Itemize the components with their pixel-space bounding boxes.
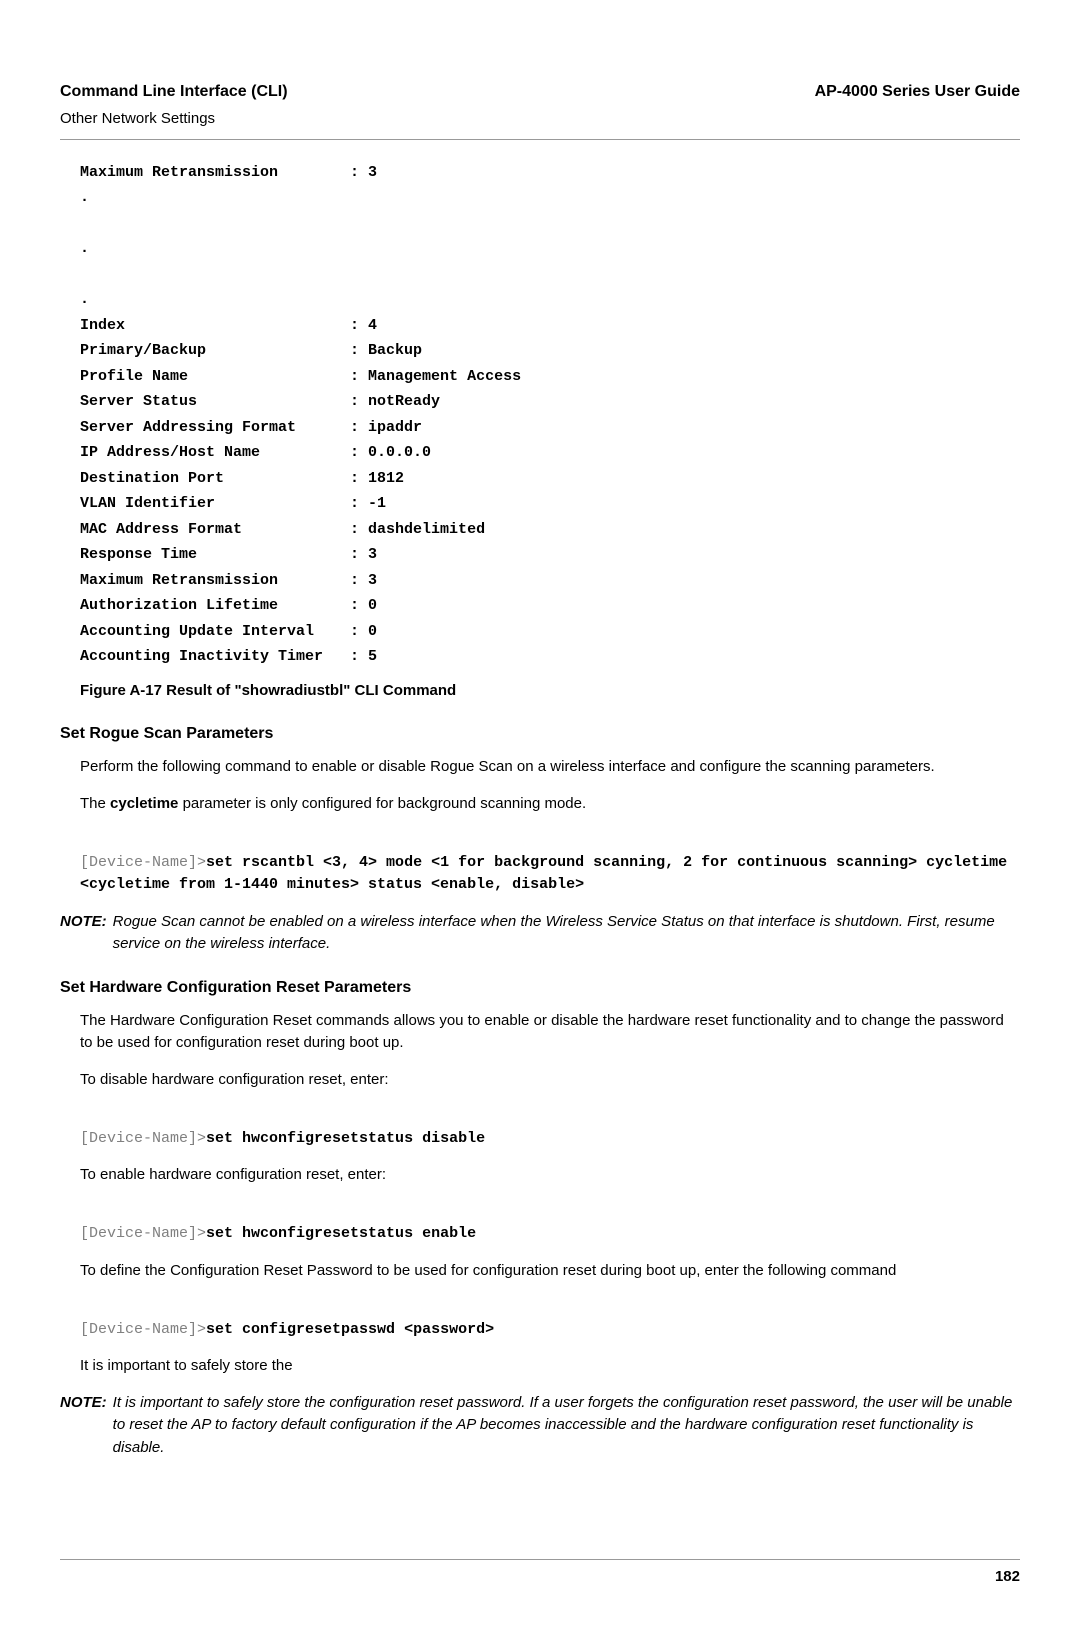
hw-p4: To define the Configuration Reset Passwo… bbox=[80, 1260, 1020, 1283]
hw-cmd3: [Device-Name]>set configresetpasswd <pas… bbox=[80, 1296, 1020, 1341]
rogue-cmd-bold: set rscantbl <3, 4> mode <1 for backgrou… bbox=[80, 854, 1016, 894]
hw-note-text: It is important to safely store the conf… bbox=[113, 1392, 1020, 1460]
rogue-p2-post: parameter is only configured for backgro… bbox=[178, 795, 586, 812]
figure-caption: Figure A-17 Result of "showradiustbl" CL… bbox=[80, 680, 1020, 703]
hw-p3: To enable hardware configuration reset, … bbox=[80, 1164, 1020, 1187]
page-number: 182 bbox=[60, 1559, 1020, 1589]
header-left-subtitle: Other Network Settings bbox=[60, 108, 1020, 131]
rogue-cmd: [Device-Name]>set rscantbl <3, 4> mode <… bbox=[80, 829, 1020, 897]
header-right-title: AP-4000 Series User Guide bbox=[815, 80, 1020, 104]
hw-cmd3-prompt: [Device-Name]> bbox=[80, 1321, 206, 1338]
rogue-p2-pre: The bbox=[80, 795, 110, 812]
rogue-section-title: Set Rogue Scan Parameters bbox=[60, 722, 1020, 746]
hw-note-label: NOTE: bbox=[60, 1392, 107, 1460]
hw-cmd2-prompt: [Device-Name]> bbox=[80, 1225, 206, 1242]
rogue-note-label: NOTE: bbox=[60, 911, 107, 956]
hw-cmd1-bold: set hwconfigresetstatus disable bbox=[206, 1130, 485, 1147]
rogue-p2-bold: cycletime bbox=[110, 795, 178, 812]
hw-p1: The Hardware Configuration Reset command… bbox=[80, 1010, 1020, 1055]
cli-output-block: Maximum Retransmission : 3 . . . Index :… bbox=[80, 160, 1020, 670]
hw-cmd2: [Device-Name]>set hwconfigresetstatus en… bbox=[80, 1201, 1020, 1246]
hw-cmd2-bold: set hwconfigresetstatus enable bbox=[206, 1225, 476, 1242]
hw-p5: It is important to safely store the bbox=[80, 1355, 1020, 1378]
rogue-note-text: Rogue Scan cannot be enabled on a wirele… bbox=[113, 911, 1020, 956]
hw-p2: To disable hardware configuration reset,… bbox=[80, 1069, 1020, 1092]
hw-cmd3-bold: set configresetpasswd <password> bbox=[206, 1321, 494, 1338]
hw-cmd1: [Device-Name]>set hwconfigresetstatus di… bbox=[80, 1105, 1020, 1150]
hw-note: NOTE: It is important to safely store th… bbox=[60, 1392, 1020, 1460]
header-left-title: Command Line Interface (CLI) bbox=[60, 80, 288, 104]
header-divider bbox=[60, 139, 1020, 140]
hw-cmd1-prompt: [Device-Name]> bbox=[80, 1130, 206, 1147]
rogue-p1: Perform the following command to enable … bbox=[80, 756, 1020, 779]
rogue-p2: The cycletime parameter is only configur… bbox=[80, 793, 1020, 816]
rogue-note: NOTE: Rogue Scan cannot be enabled on a … bbox=[60, 911, 1020, 956]
hw-section-title: Set Hardware Configuration Reset Paramet… bbox=[60, 976, 1020, 1000]
rogue-cmd-prompt: [Device-Name]> bbox=[80, 854, 206, 871]
